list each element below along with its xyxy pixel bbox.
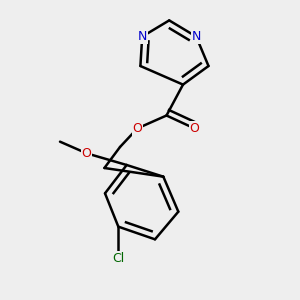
Text: O: O [190, 122, 199, 135]
Text: O: O [82, 147, 92, 160]
Text: Cl: Cl [112, 252, 124, 265]
Text: N: N [191, 30, 201, 43]
Text: O: O [133, 122, 142, 135]
Text: N: N [137, 30, 147, 43]
